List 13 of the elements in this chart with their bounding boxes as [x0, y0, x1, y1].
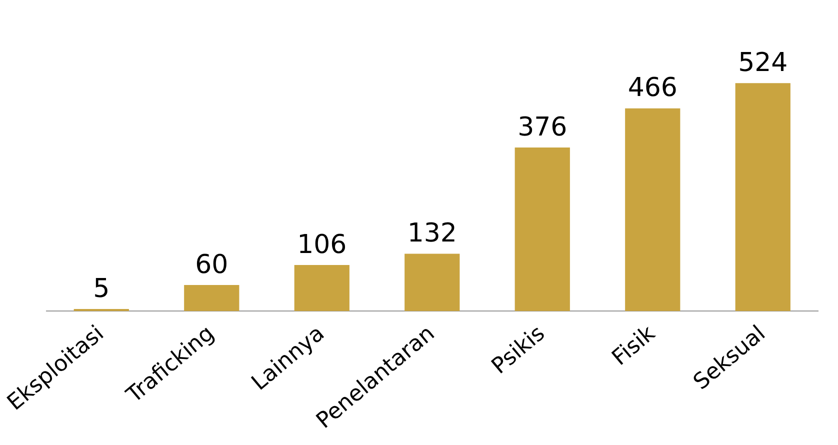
data-label: 466: [628, 73, 678, 104]
data-label: 60: [195, 250, 228, 280]
bar: [514, 148, 570, 312]
data-label: 106: [297, 230, 347, 260]
bar: [625, 108, 680, 312]
data-label: 132: [407, 218, 457, 248]
bar: [404, 254, 460, 312]
data-label: 376: [518, 112, 568, 142]
bar: [294, 265, 350, 312]
data-label: 524: [738, 48, 788, 78]
bar: [184, 285, 240, 312]
data-label: 5: [93, 274, 110, 304]
bar: [735, 83, 790, 312]
